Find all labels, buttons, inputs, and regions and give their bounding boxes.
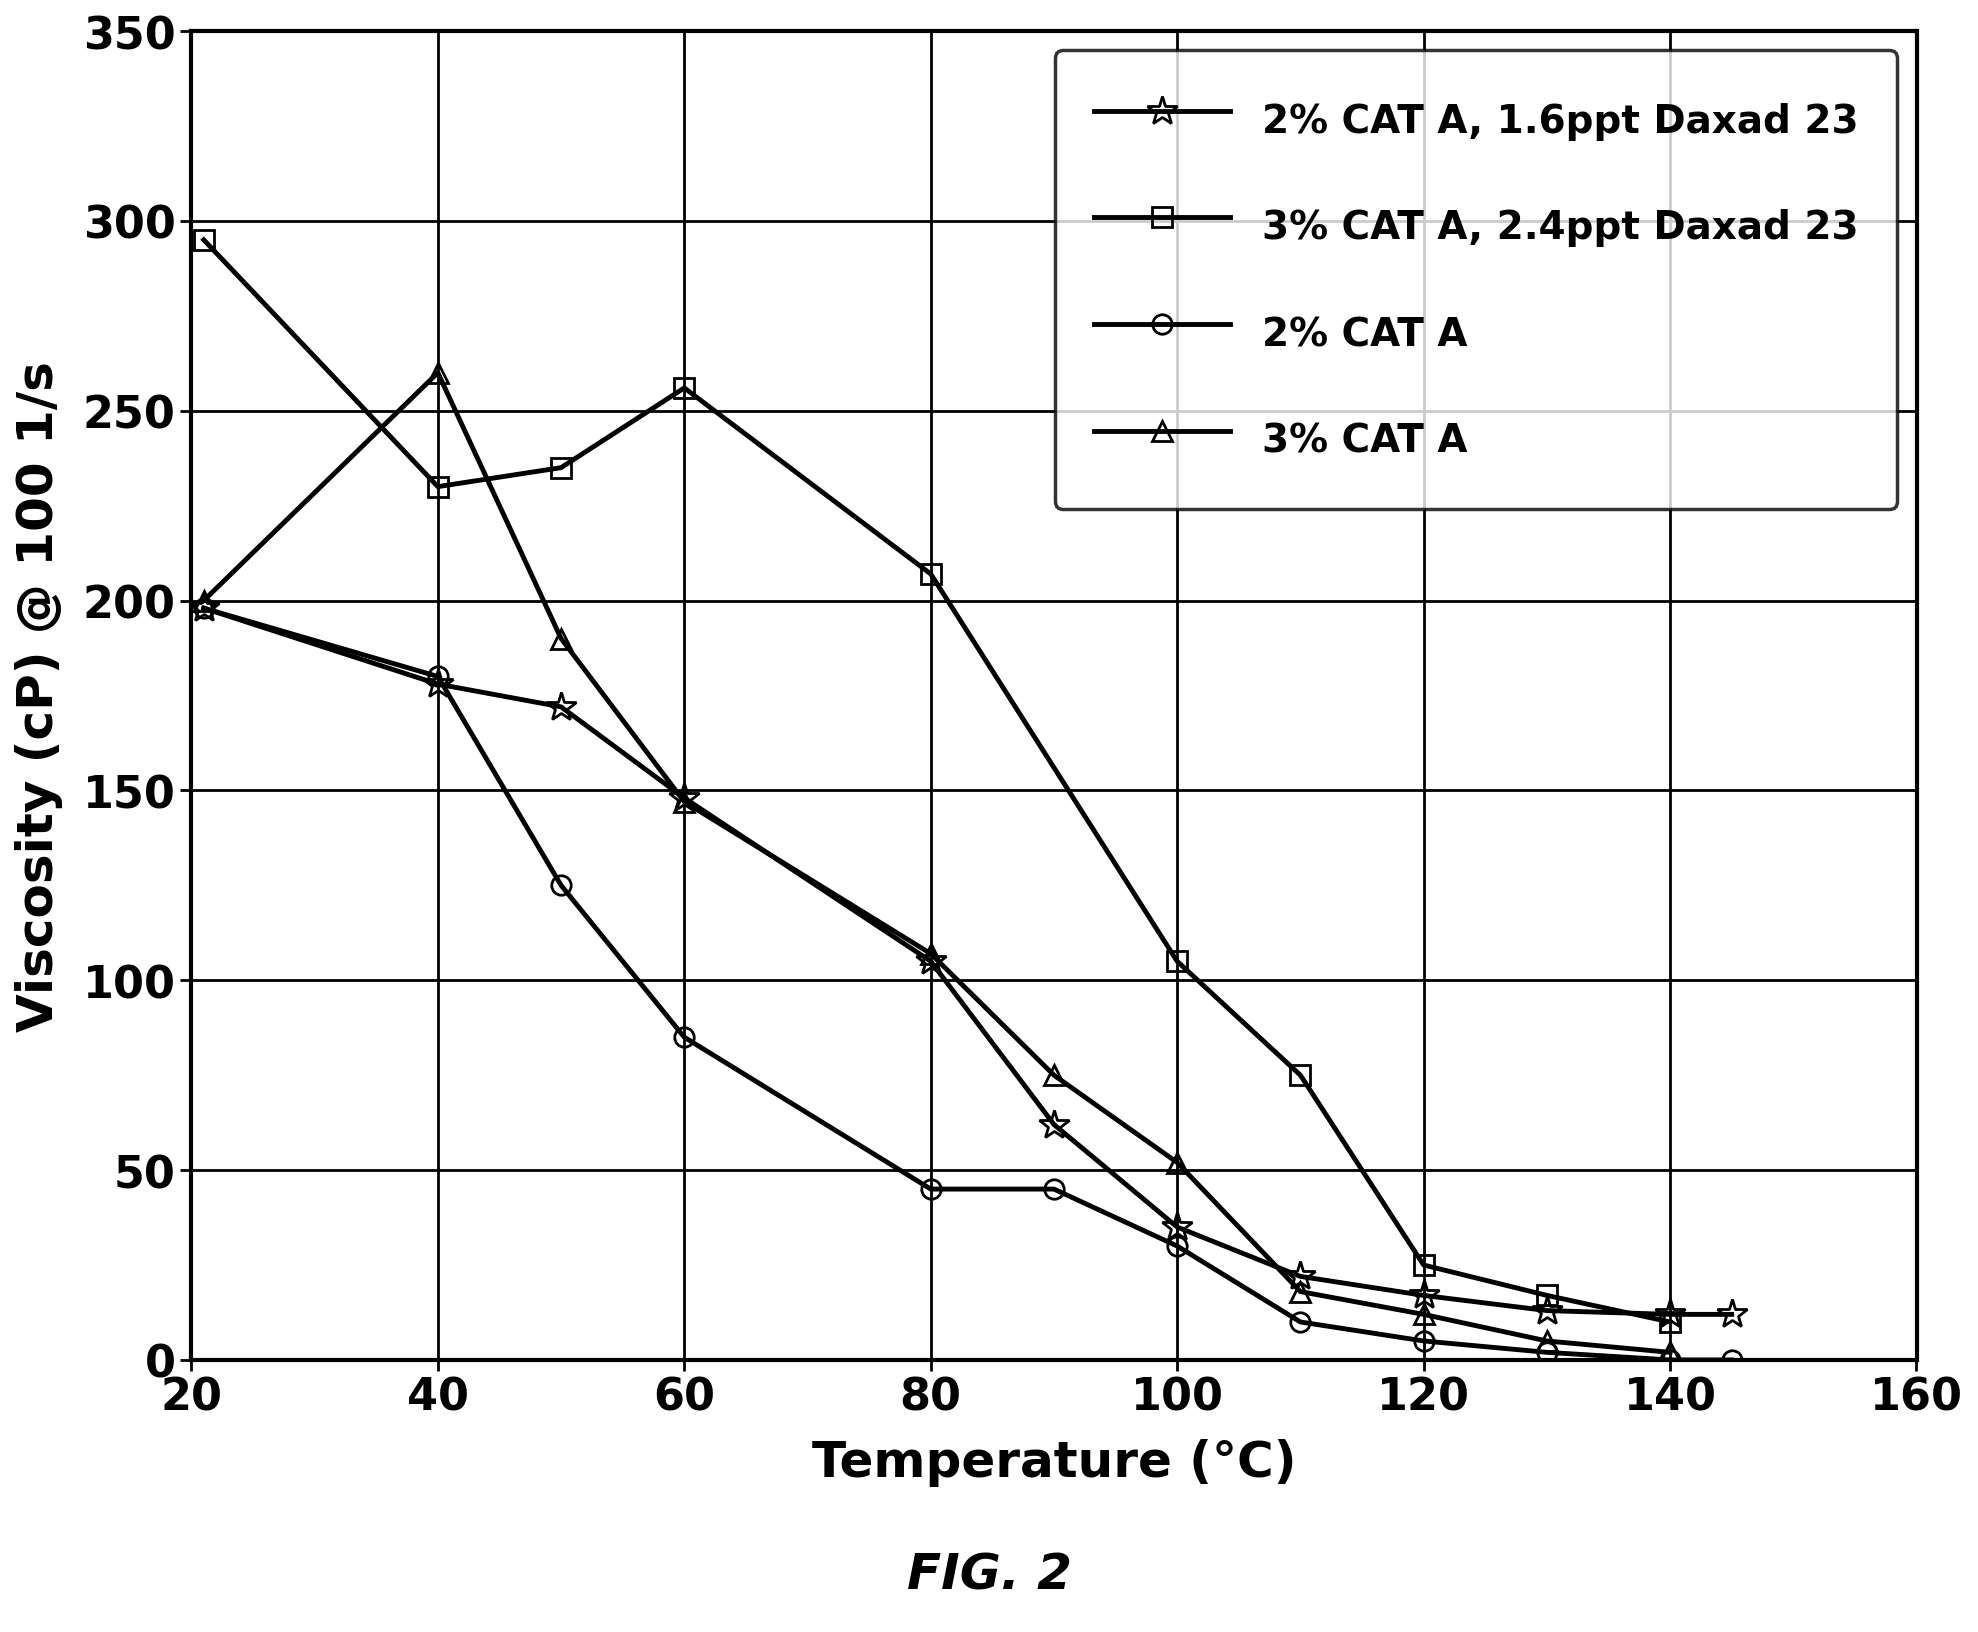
2% CAT A [192,599,216,619]
3% CAT A, 2.4ppt Daxad 23 [1165,951,1189,971]
Text: FIG. 2: FIG. 2 [906,1550,1072,1599]
Line: 3% CAT A: 3% CAT A [194,364,1679,1363]
3% CAT A [1658,1343,1681,1363]
2% CAT A, 1.6ppt Daxad 23 [1288,1266,1311,1286]
2% CAT A, 1.6ppt Daxad 23 [920,951,944,971]
3% CAT A, 2.4ppt Daxad 23 [1658,1312,1681,1332]
3% CAT A [550,630,574,650]
3% CAT A, 2.4ppt Daxad 23 [1412,1255,1436,1275]
X-axis label: Temperature (°C): Temperature (°C) [811,1438,1296,1487]
Y-axis label: Viscosity (cP) @ 100 1/s: Viscosity (cP) @ 100 1/s [16,361,63,1031]
Line: 2% CAT A: 2% CAT A [194,599,1741,1369]
3% CAT A [920,945,944,965]
3% CAT A [1288,1283,1311,1302]
2% CAT A, 1.6ppt Daxad 23 [1165,1217,1189,1237]
3% CAT A [1165,1152,1189,1172]
2% CAT A [1658,1350,1681,1369]
3% CAT A, 2.4ppt Daxad 23 [192,230,216,250]
3% CAT A [1412,1304,1436,1324]
2% CAT A [1412,1332,1436,1351]
3% CAT A [425,364,449,384]
2% CAT A [550,876,574,896]
2% CAT A, 1.6ppt Daxad 23 [673,788,696,808]
2% CAT A [1535,1343,1559,1363]
3% CAT A, 2.4ppt Daxad 23 [1535,1286,1559,1306]
2% CAT A [1288,1312,1311,1332]
2% CAT A, 1.6ppt Daxad 23 [1042,1115,1066,1134]
3% CAT A [1535,1332,1559,1351]
2% CAT A [425,667,449,687]
2% CAT A [1165,1237,1189,1257]
3% CAT A [192,591,216,610]
2% CAT A [673,1028,696,1048]
2% CAT A, 1.6ppt Daxad 23 [1535,1301,1559,1320]
3% CAT A, 2.4ppt Daxad 23 [673,379,696,398]
Line: 2% CAT A, 1.6ppt Daxad 23: 2% CAT A, 1.6ppt Daxad 23 [188,594,1747,1330]
3% CAT A [1042,1066,1066,1085]
3% CAT A, 2.4ppt Daxad 23 [920,565,944,584]
3% CAT A, 2.4ppt Daxad 23 [1288,1066,1311,1085]
2% CAT A, 1.6ppt Daxad 23 [1719,1304,1743,1324]
3% CAT A [673,793,696,813]
2% CAT A [920,1180,944,1200]
2% CAT A, 1.6ppt Daxad 23 [550,697,574,716]
Line: 3% CAT A, 2.4ppt Daxad 23: 3% CAT A, 2.4ppt Daxad 23 [194,232,1679,1332]
3% CAT A, 2.4ppt Daxad 23 [425,478,449,498]
2% CAT A, 1.6ppt Daxad 23 [1658,1304,1681,1324]
Legend: 2% CAT A, 1.6ppt Daxad 23, 3% CAT A, 2.4ppt Daxad 23, 2% CAT A, 3% CAT A: 2% CAT A, 1.6ppt Daxad 23, 3% CAT A, 2.4… [1056,52,1897,509]
2% CAT A [1042,1180,1066,1200]
2% CAT A, 1.6ppt Daxad 23 [1412,1286,1436,1306]
2% CAT A [1719,1350,1743,1369]
2% CAT A, 1.6ppt Daxad 23 [425,676,449,695]
2% CAT A, 1.6ppt Daxad 23 [192,599,216,619]
3% CAT A, 2.4ppt Daxad 23 [550,459,574,478]
